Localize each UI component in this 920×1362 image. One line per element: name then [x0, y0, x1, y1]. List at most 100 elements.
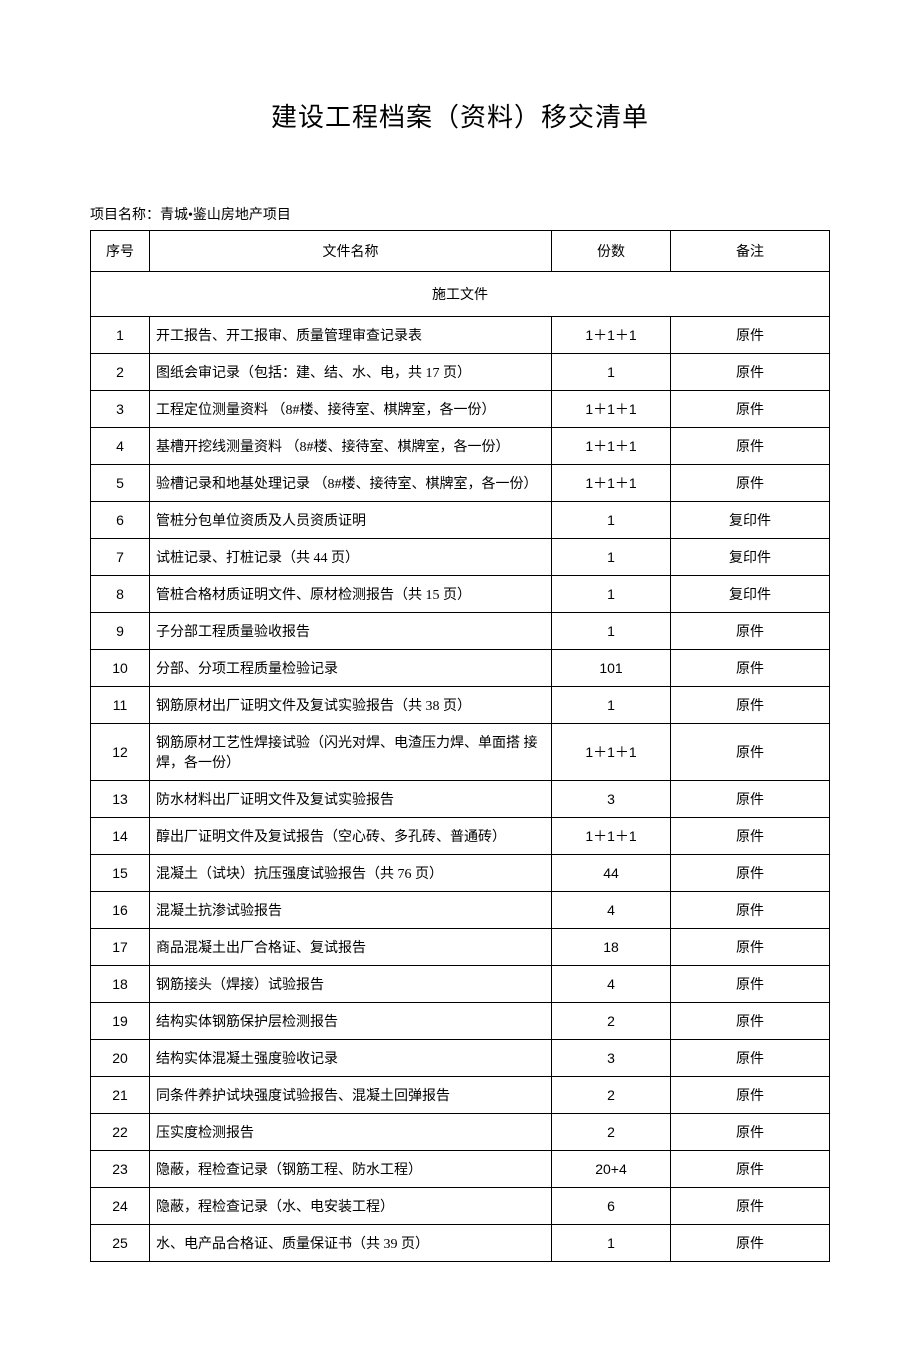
cell-copies: 1: [552, 687, 671, 724]
cell-index: 23: [91, 1151, 150, 1188]
cell-remark: 原件: [671, 428, 830, 465]
cell-copies: 44: [552, 855, 671, 892]
cell-index: 12: [91, 724, 150, 781]
cell-filename: 防水材料出厂证明文件及复试实验报告: [150, 781, 552, 818]
cell-remark: 原件: [671, 1151, 830, 1188]
cell-remark: 原件: [671, 966, 830, 1003]
cell-index: 6: [91, 502, 150, 539]
cell-remark: 原件: [671, 1077, 830, 1114]
cell-copies: 6: [552, 1188, 671, 1225]
cell-remark: 原件: [671, 1225, 830, 1262]
cell-index: 3: [91, 391, 150, 428]
cell-index: 9: [91, 613, 150, 650]
cell-filename: 分部、分项工程质量检验记录: [150, 650, 552, 687]
table-row: 15混凝土（试块）抗压强度试验报告（共 76 页）44原件: [91, 855, 830, 892]
cell-filename: 隐蔽，程检查记录（水、电安装工程）: [150, 1188, 552, 1225]
section-title: 施工文件: [91, 272, 830, 317]
table-row: 16混凝土抗渗试验报告4原件: [91, 892, 830, 929]
cell-filename: 压实度检测报告: [150, 1114, 552, 1151]
cell-filename: 水、电产品合格证、质量保证书（共 39 页）: [150, 1225, 552, 1262]
cell-copies: 1＋1＋1: [552, 465, 671, 502]
cell-index: 11: [91, 687, 150, 724]
table-row: 25水、电产品合格证、质量保证书（共 39 页）1原件: [91, 1225, 830, 1262]
cell-filename: 基槽开挖线测量资料 （8#楼、接待室、棋牌室，各一份）: [150, 428, 552, 465]
cell-remark: 复印件: [671, 539, 830, 576]
section-row: 施工文件: [91, 272, 830, 317]
cell-filename: 钢筋原材出厂证明文件及复试实验报告（共 38 页）: [150, 687, 552, 724]
cell-index: 14: [91, 818, 150, 855]
cell-remark: 原件: [671, 1003, 830, 1040]
cell-filename: 验槽记录和地基处理记录 （8#楼、接待室、棋牌室，各一份）: [150, 465, 552, 502]
cell-copies: 4: [552, 892, 671, 929]
table-row: 17商品混凝土出厂合格证、复试报告18原件: [91, 929, 830, 966]
cell-copies: 2: [552, 1003, 671, 1040]
cell-index: 17: [91, 929, 150, 966]
table-row: 14醇出厂证明文件及复试报告（空心砖、多孔砖、普通砖）1＋1＋1原件: [91, 818, 830, 855]
cell-index: 25: [91, 1225, 150, 1262]
cell-copies: 1: [552, 354, 671, 391]
table-row: 8管桩合格材质证明文件、原材检测报告（共 15 页）1复印件: [91, 576, 830, 613]
cell-filename: 同条件养护试块强度试验报告、混凝土回弹报告: [150, 1077, 552, 1114]
cell-copies: 1: [552, 1225, 671, 1262]
table-row: 11钢筋原材出厂证明文件及复试实验报告（共 38 页）1原件: [91, 687, 830, 724]
cell-copies: 1＋1＋1: [552, 818, 671, 855]
cell-copies: 2: [552, 1114, 671, 1151]
header-index: 序号: [91, 231, 150, 272]
cell-filename: 结构实体混凝土强度验收记录: [150, 1040, 552, 1077]
cell-index: 22: [91, 1114, 150, 1151]
cell-copies: 1: [552, 502, 671, 539]
cell-remark: 原件: [671, 929, 830, 966]
table-row: 6管桩分包单位资质及人员资质证明1复印件: [91, 502, 830, 539]
cell-remark: 复印件: [671, 576, 830, 613]
cell-remark: 原件: [671, 892, 830, 929]
cell-copies: 1: [552, 576, 671, 613]
cell-filename: 子分部工程质量验收报告: [150, 613, 552, 650]
table-row: 12 钢筋原材工艺性焊接试验（闪光对焊、电渣压力焊、单面搭 接焊，各一份）1＋1…: [91, 724, 830, 781]
table-row: 10分部、分项工程质量检验记录101原件: [91, 650, 830, 687]
table-row: 9子分部工程质量验收报告1原件: [91, 613, 830, 650]
cell-index: 16: [91, 892, 150, 929]
cell-index: 18: [91, 966, 150, 1003]
cell-filename: 混凝土抗渗试验报告: [150, 892, 552, 929]
cell-filename: 结构实体钢筋保护层检测报告: [150, 1003, 552, 1040]
cell-filename: 钢筋接头（焊接）试验报告: [150, 966, 552, 1003]
table-row: 5验槽记录和地基处理记录 （8#楼、接待室、棋牌室，各一份）1＋1＋1原件: [91, 465, 830, 502]
cell-copies: 18: [552, 929, 671, 966]
cell-filename: 管桩分包单位资质及人员资质证明: [150, 502, 552, 539]
cell-remark: 原件: [671, 1188, 830, 1225]
cell-copies: 3: [552, 781, 671, 818]
cell-remark: 原件: [671, 613, 830, 650]
cell-copies: 1＋1＋1: [552, 428, 671, 465]
cell-remark: 原件: [671, 317, 830, 354]
cell-remark: 原件: [671, 354, 830, 391]
cell-remark: 原件: [671, 1040, 830, 1077]
cell-remark: 原件: [671, 781, 830, 818]
cell-copies: 3: [552, 1040, 671, 1077]
cell-remark: 原件: [671, 650, 830, 687]
table-row: 23隐蔽，程检查记录（钢筋工程、防水工程）20+4原件: [91, 1151, 830, 1188]
cell-filename: 商品混凝土出厂合格证、复试报告: [150, 929, 552, 966]
cell-index: 20: [91, 1040, 150, 1077]
cell-remark: 原件: [671, 818, 830, 855]
cell-filename: 试桩记录、打桩记录（共 44 页）: [150, 539, 552, 576]
page-title: 建设工程档案（资料）移交清单: [90, 97, 830, 134]
cell-index: 10: [91, 650, 150, 687]
cell-filename: 管桩合格材质证明文件、原材检测报告（共 15 页）: [150, 576, 552, 613]
table-row: 7试桩记录、打桩记录（共 44 页）1复印件: [91, 539, 830, 576]
cell-copies: 101: [552, 650, 671, 687]
cell-remark: 原件: [671, 465, 830, 502]
header-remark: 备注: [671, 231, 830, 272]
cell-index: 2: [91, 354, 150, 391]
cell-remark: 复印件: [671, 502, 830, 539]
table-row: 3工程定位测量资料 （8#楼、接待室、棋牌室，各一份）1＋1＋1原件: [91, 391, 830, 428]
cell-index: 1: [91, 317, 150, 354]
cell-remark: 原件: [671, 391, 830, 428]
table-row: 19结构实体钢筋保护层检测报告2原件: [91, 1003, 830, 1040]
table-header-row: 序号 文件名称 份数 备注: [91, 231, 830, 272]
cell-index: 15: [91, 855, 150, 892]
table-row: 13防水材料出厂证明文件及复试实验报告3原件: [91, 781, 830, 818]
cell-index: 4: [91, 428, 150, 465]
cell-index: 19: [91, 1003, 150, 1040]
cell-copies: 2: [552, 1077, 671, 1114]
cell-filename: 开工报告、开工报审、质量管理审查记录表: [150, 317, 552, 354]
